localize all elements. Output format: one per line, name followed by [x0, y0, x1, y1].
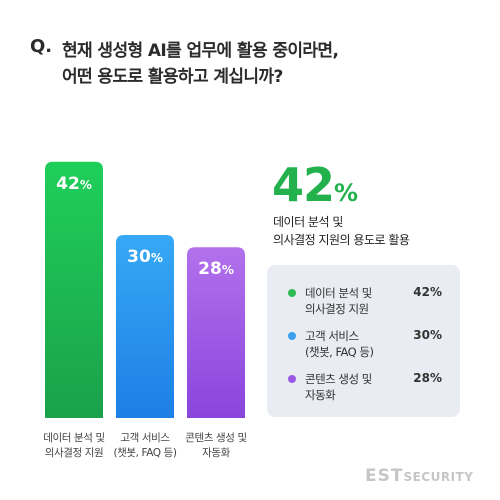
legend-dot [288, 375, 296, 383]
category-label: 콘텐츠 생성 및 [185, 432, 246, 444]
highlight-value: 42 [272, 158, 335, 212]
question-line-1: 현재 생성형 AI를 업무에 활용 중이라면, [62, 41, 339, 61]
question-line-2: 어떤 용도로 활용하고 계십니까? [62, 67, 283, 87]
legend-value: 42% [413, 285, 442, 299]
legend-dot [288, 332, 296, 340]
legend-label-line-2: 의사결정 지원 [305, 302, 369, 316]
est-security-logo: ESTSECURITY [365, 466, 473, 486]
category-label: 의사결정 지원 [45, 447, 104, 459]
legend-value: 28% [413, 371, 442, 385]
bar [187, 247, 245, 418]
highlight-desc-line-1: 데이터 분석 및 [273, 215, 343, 229]
legend-label: 고객 서비스 (챗봇, FAQ 등) [305, 328, 374, 360]
legend-label-line-1: 고객 서비스 [305, 329, 359, 343]
bar-value-label: 28% [198, 259, 234, 279]
highlight-desc-line-2: 의사결정 지원의 용도로 활용 [273, 233, 410, 247]
category-label: 데이터 분석 및 [43, 432, 104, 444]
legend-label-line-2: (챗봇, FAQ 등) [305, 345, 374, 359]
legend-label-line-2: 자동화 [305, 388, 336, 402]
logo-main: EST [365, 466, 404, 486]
bar [116, 235, 174, 418]
category-label: 고객 서비스 [120, 432, 170, 444]
logo-sub: SECURITY [403, 470, 474, 484]
bar [45, 161, 103, 419]
legend-label-line-1: 콘텐츠 생성 및 [305, 372, 372, 386]
legend-dot [288, 289, 296, 297]
bar-value-label: 42% [56, 174, 92, 194]
category-label: 자동화 [202, 447, 231, 459]
legend-value: 30% [413, 328, 442, 342]
question-mark: Q. [30, 36, 53, 57]
category-label: (챗봇, FAQ 등) [113, 447, 176, 459]
highlight-unit: % [334, 179, 358, 207]
bar-value-label: 30% [127, 247, 163, 267]
highlight-percentage: 42% [272, 158, 358, 212]
legend-label-line-1: 데이터 분석 및 [305, 286, 372, 300]
